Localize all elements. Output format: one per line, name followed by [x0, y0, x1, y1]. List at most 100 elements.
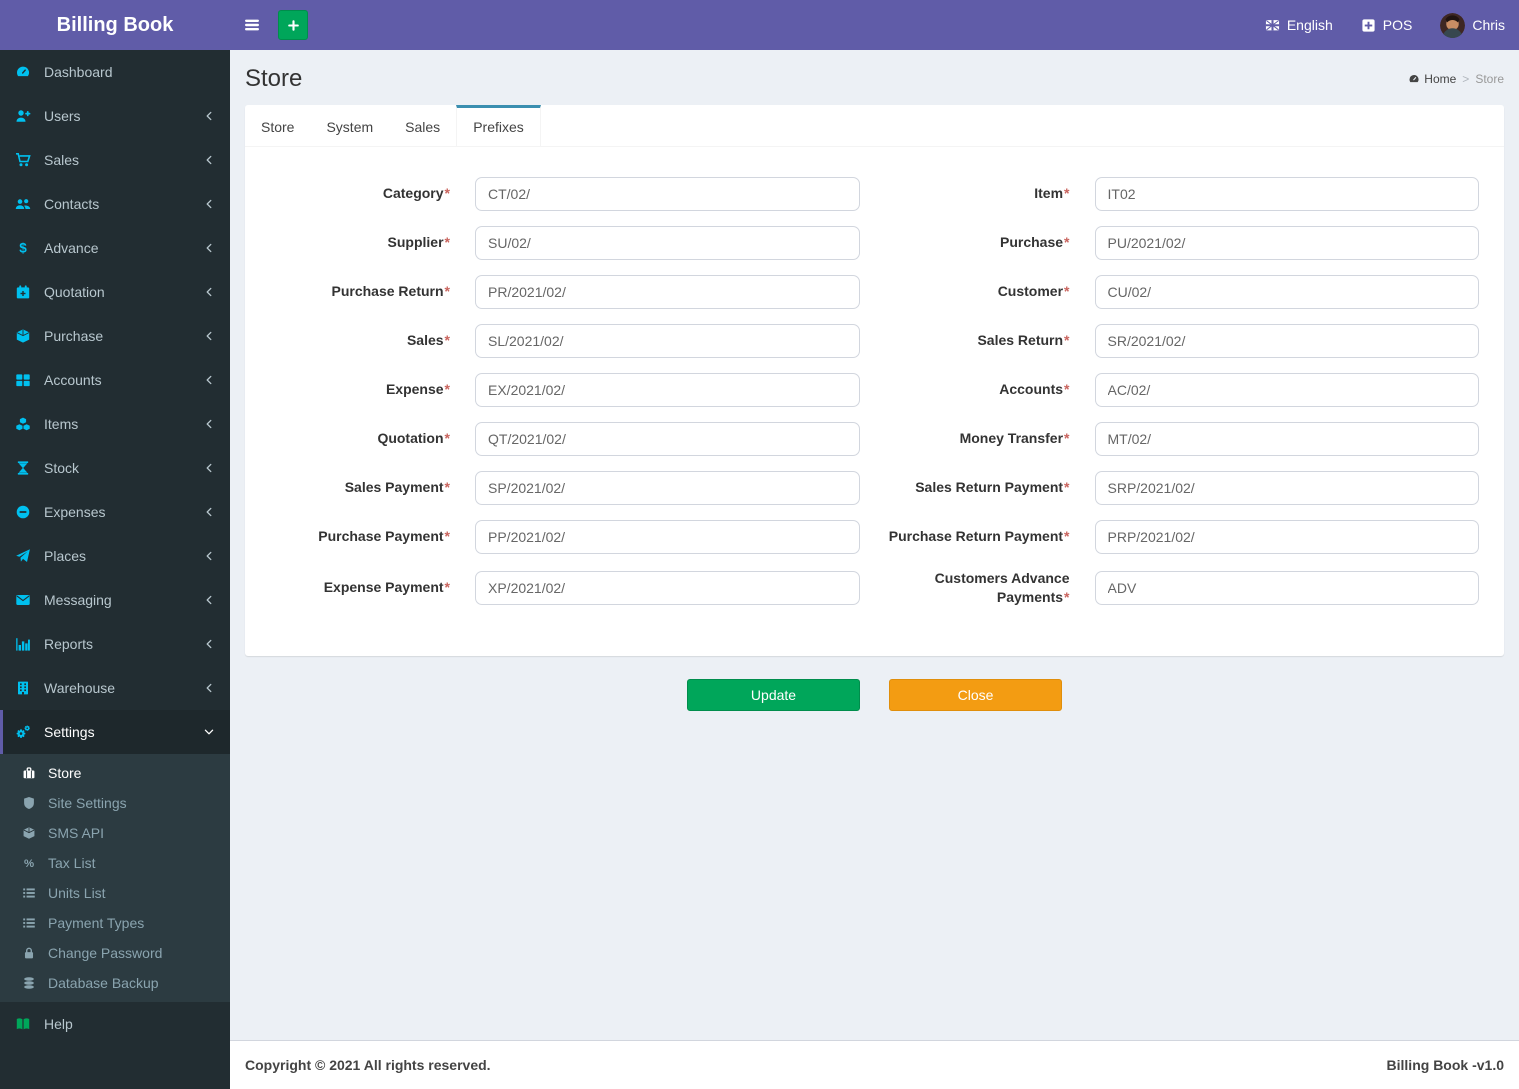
building-icon [15, 680, 35, 696]
breadcrumb: Home > Store [1408, 72, 1504, 86]
supplier-input[interactable] [475, 225, 860, 260]
sidebar-item-reports: Reports [0, 622, 230, 666]
content: Store System Sales Prefixes Category* Item* S… [230, 105, 1519, 1040]
update-button[interactable]: Update [687, 679, 860, 711]
field-label-category: Category* [382, 185, 450, 201]
sidebar-link-dashboard[interactable]: Dashboard [0, 50, 230, 94]
suitcase-icon [22, 766, 40, 780]
user-menu[interactable]: Chris [1426, 0, 1519, 50]
sidebar-item-quotation: Quotation [0, 270, 230, 314]
sidebar-link-purchase[interactable]: Purchase [0, 314, 230, 358]
sidebar-item-label: Settings [44, 724, 95, 740]
sidebar-link-accounts[interactable]: Accounts [0, 358, 230, 402]
required-mark: * [444, 332, 450, 348]
purchase-payment-input[interactable] [475, 519, 860, 554]
money-transfer-input[interactable] [1094, 421, 1479, 456]
form-actions: Update Close [245, 679, 1504, 711]
cube-icon [22, 826, 40, 840]
field-label-quotation: Quotation* [377, 430, 450, 446]
submenu-link-change-password[interactable]: Change Password [0, 938, 230, 968]
field-sales-payment: Sales Payment* [265, 470, 860, 505]
sidebar-item-label: Stock [44, 460, 80, 476]
expense-input[interactable] [475, 372, 860, 407]
required-mark: * [1064, 479, 1070, 495]
sidebar-link-contacts[interactable]: Contacts [0, 182, 230, 226]
language-menu[interactable]: English [1251, 0, 1347, 50]
sidebar-link-places[interactable]: Places [0, 534, 230, 578]
tab-prefixes: Prefixes [456, 105, 541, 146]
customer-input[interactable] [1094, 274, 1479, 309]
app-logo[interactable]: Billing Book [0, 0, 230, 50]
sidebar-link-advance[interactable]: $ Advance [0, 226, 230, 270]
page-body: Dashboard Users Sales Contacts $ Advance Quota… [0, 50, 1519, 1089]
submenu-link-sms-api[interactable]: SMS API [0, 818, 230, 848]
sidebar-item-stock: Stock [0, 446, 230, 490]
pos-button[interactable]: POS [1347, 0, 1427, 50]
list-icon [22, 886, 40, 900]
required-mark: * [1064, 588, 1070, 605]
store-settings-card: Store System Sales Prefixes Category* Item* S… [245, 105, 1504, 656]
sidebar-link-settings[interactable]: Settings [0, 710, 230, 754]
customers-advance-payments-input[interactable] [1094, 570, 1479, 605]
sidebar-link-stock[interactable]: Stock [0, 446, 230, 490]
sidebar-link-expenses[interactable]: Expenses [0, 490, 230, 534]
quick-add-button[interactable] [278, 10, 308, 40]
purchase-return-input[interactable] [475, 274, 860, 309]
submenu-link-units-list[interactable]: Units List [0, 878, 230, 908]
tab-link-store[interactable]: Store [261, 119, 295, 135]
tab-link-sales[interactable]: Sales [405, 119, 441, 135]
tab-link-system[interactable]: System [326, 119, 374, 135]
sidebar-item-label: Quotation [44, 284, 105, 300]
prefixes-form: Category* Item* Supplier* Purchase* Purchase… [255, 169, 1494, 614]
category-input[interactable] [475, 176, 860, 211]
field-label-sales-return: Sales Return* [977, 332, 1070, 348]
purchase-return-payment-input[interactable] [1094, 519, 1479, 554]
required-mark: * [444, 185, 450, 201]
chevron-left-icon [203, 550, 215, 562]
sales-payment-input[interactable] [475, 470, 860, 505]
sidebar-item-label: Users [44, 108, 81, 124]
settings-submenu: Store Site Settings SMS API% Tax List Units … [0, 754, 230, 1002]
breadcrumb-home-link[interactable]: Home [1408, 72, 1456, 86]
sidebar-toggle-button[interactable] [230, 0, 274, 50]
field-expense: Expense* [265, 372, 860, 407]
sidebar-link-messaging[interactable]: Messaging [0, 578, 230, 622]
sales-input[interactable] [475, 323, 860, 358]
required-mark: * [444, 381, 450, 397]
submenu-link-store[interactable]: Store [0, 758, 230, 788]
main-header: Billing Book English POS [0, 0, 1519, 50]
close-button[interactable]: Close [889, 679, 1062, 711]
field-label-sales-return-payment: Sales Return Payment* [915, 479, 1070, 495]
book-icon [15, 1016, 35, 1032]
sales-return-payment-input[interactable] [1094, 470, 1479, 505]
expense-payment-input[interactable] [475, 570, 860, 605]
submenu-item-units-list: Units List [0, 878, 230, 908]
sidebar: Dashboard Users Sales Contacts $ Advance Quota… [0, 50, 230, 1089]
submenu-link-database-backup[interactable]: Database Backup [0, 968, 230, 998]
accounts-input[interactable] [1094, 372, 1479, 407]
sidebar-link-quotation[interactable]: Quotation [0, 270, 230, 314]
submenu-link-payment-types[interactable]: Payment Types [0, 908, 230, 938]
sidebar-link-sales[interactable]: Sales [0, 138, 230, 182]
sidebar-link-users[interactable]: Users [0, 94, 230, 138]
svg-text:%: % [24, 858, 34, 870]
top-navbar: English POS Chris [230, 0, 1519, 50]
item-input[interactable] [1094, 176, 1479, 211]
page-title: Store [245, 65, 303, 92]
sidebar-link-items[interactable]: Items [0, 402, 230, 446]
pos-label: POS [1382, 17, 1413, 33]
tab-link-prefixes[interactable]: Prefixes [456, 105, 541, 146]
sidebar-link-reports[interactable]: Reports [0, 622, 230, 666]
field-label-expense: Expense* [385, 381, 450, 397]
language-label: English [1286, 17, 1333, 33]
sidebar-menu: Dashboard Users Sales Contacts $ Advance Quota… [0, 50, 230, 1046]
sidebar-link-warehouse[interactable]: Warehouse [0, 666, 230, 710]
quotation-input[interactable] [475, 421, 860, 456]
submenu-link-tax-list[interactable]: % Tax List [0, 848, 230, 878]
submenu-link-site-settings[interactable]: Site Settings [0, 788, 230, 818]
field-customer: Customer* [885, 274, 1479, 309]
sales-return-input[interactable] [1094, 323, 1479, 358]
purchase-input[interactable] [1094, 225, 1479, 260]
dollar-icon: $ [15, 240, 35, 256]
sidebar-link-help[interactable]: Help [0, 1002, 230, 1046]
